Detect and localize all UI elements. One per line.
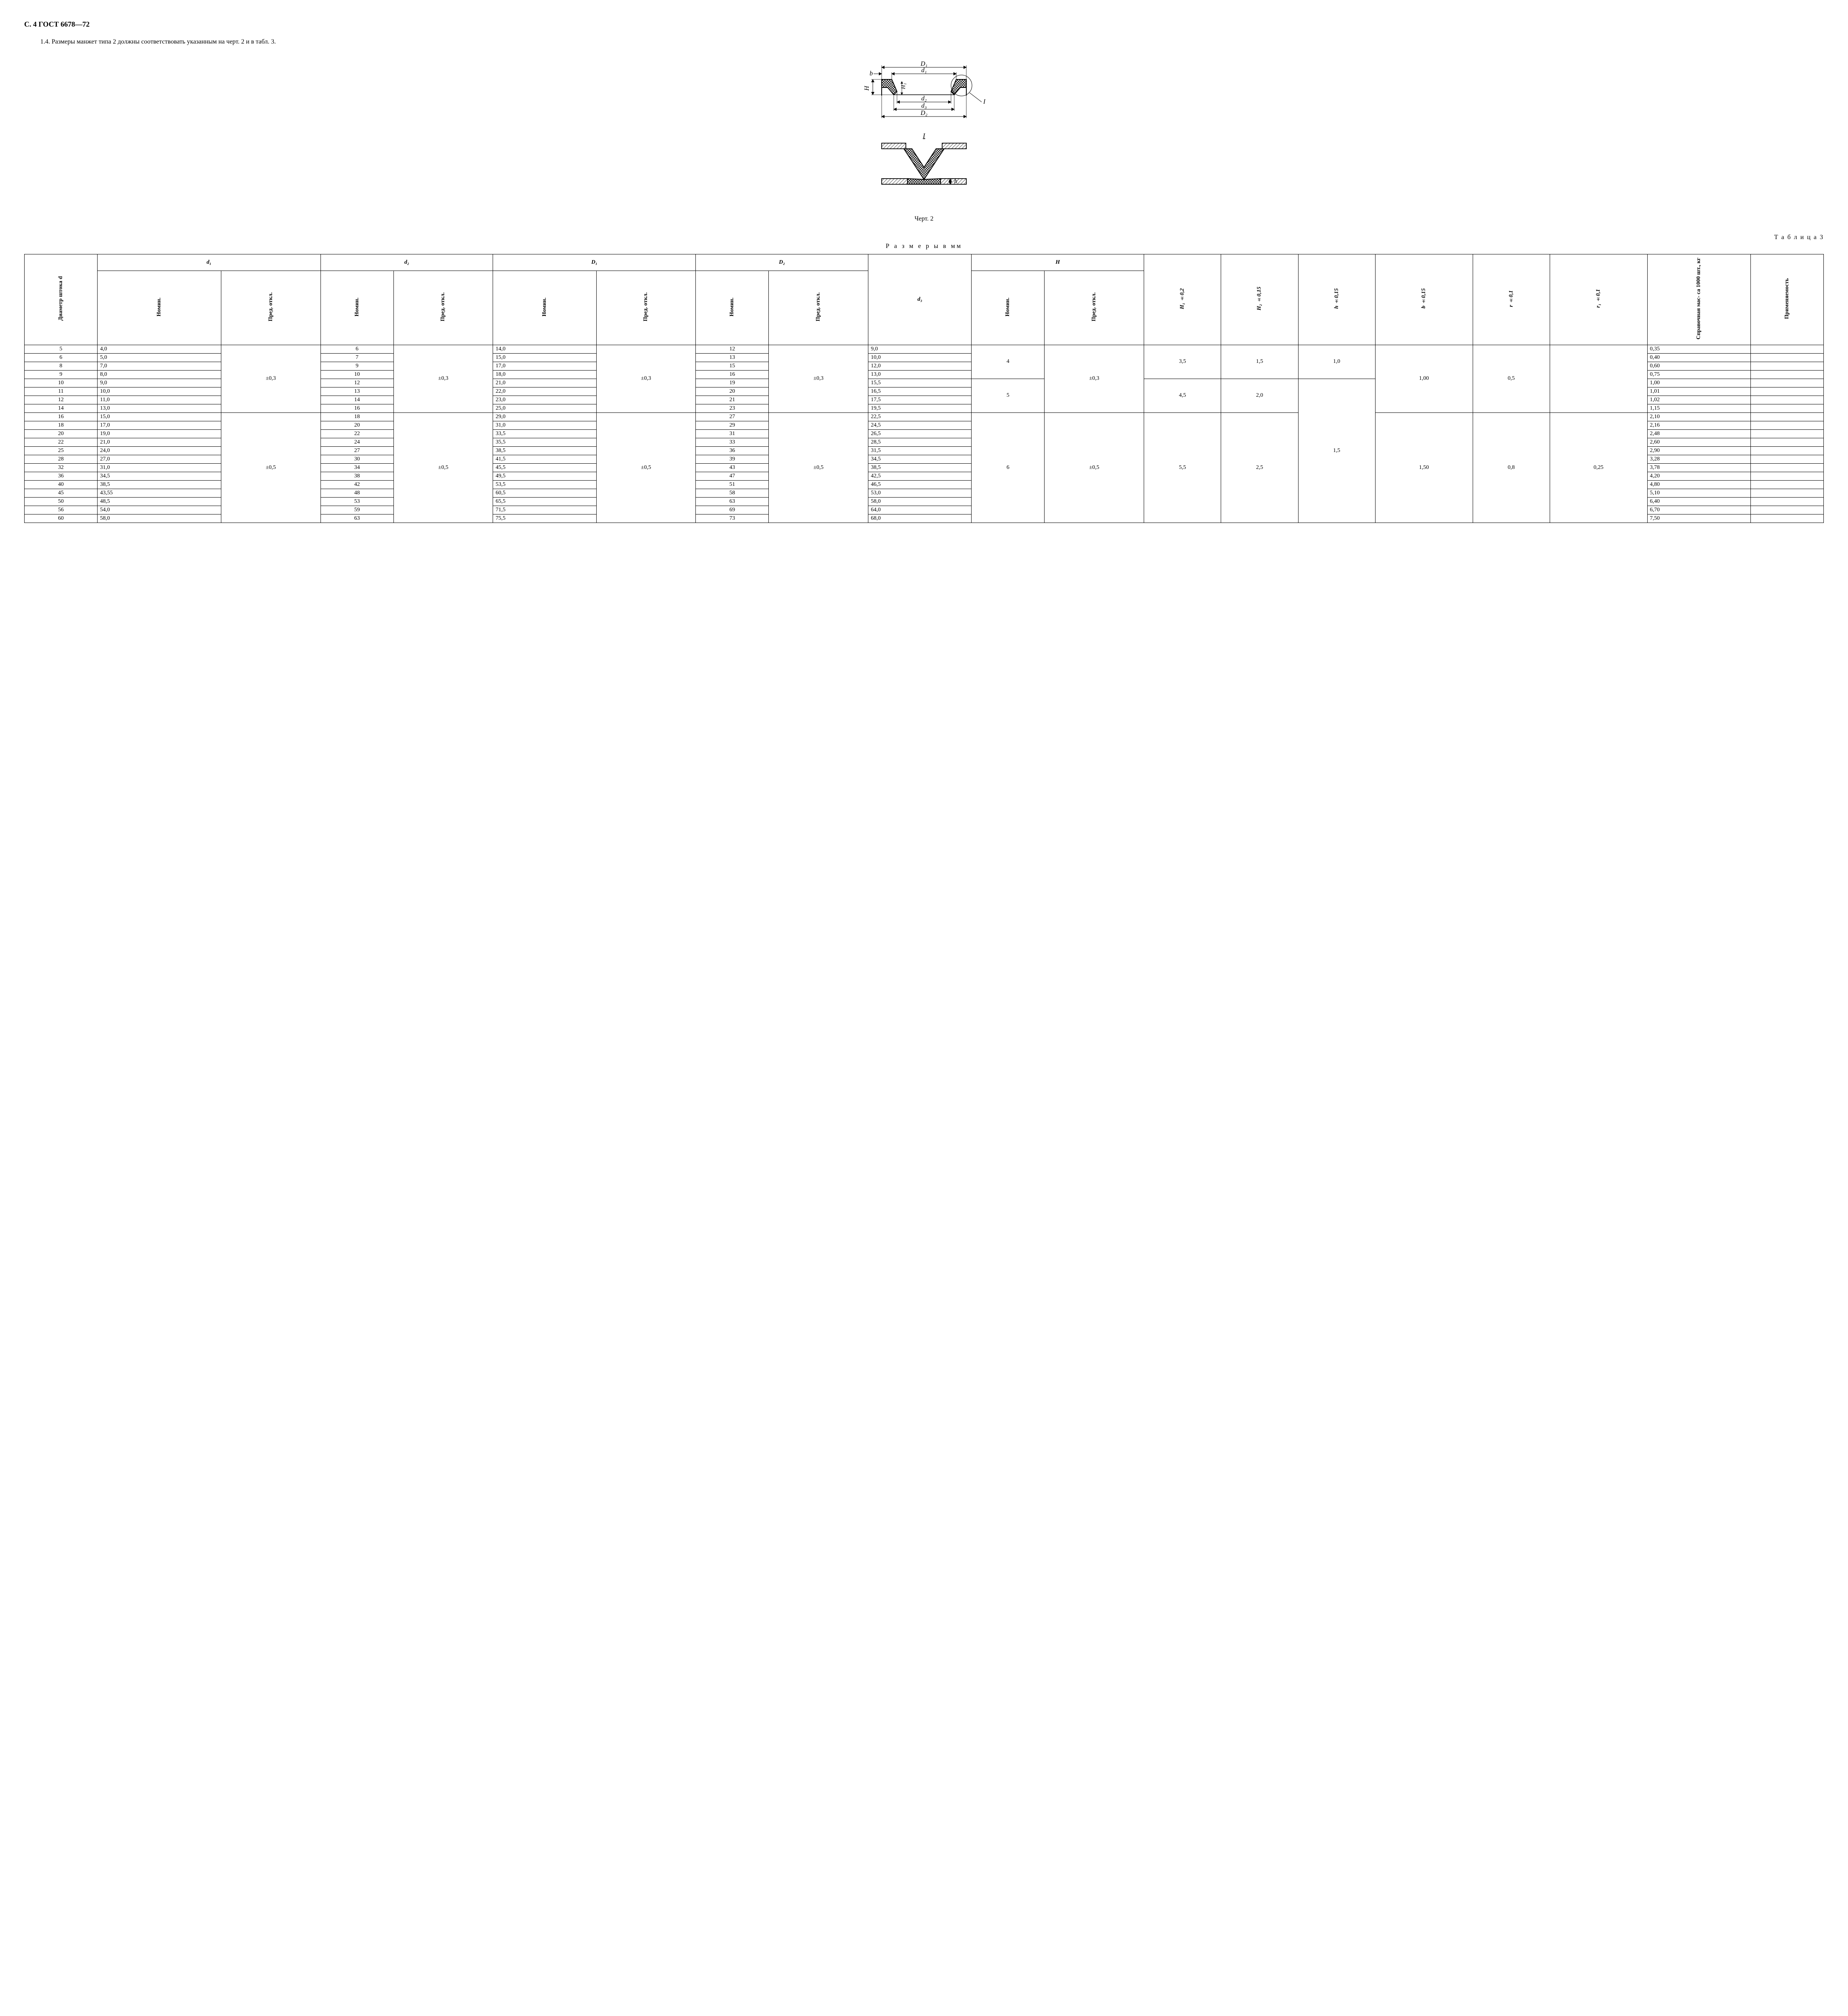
th-tol3: Пред. откл. (643, 290, 649, 324)
th-d1: d₁ (98, 254, 320, 271)
table-row: 1615,0±0,518±0,529,0±0,527±0,522,56±0,55… (25, 412, 1824, 421)
label-h: h (954, 178, 957, 185)
table-caption: Р а з м е р ы в мм (24, 243, 1824, 250)
th-D2: D₂ (696, 254, 868, 271)
paragraph-1-4: 1.4. Размеры манжет типа 2 должны соотве… (24, 38, 1824, 46)
label-I: I (983, 98, 986, 105)
label-H: H (864, 85, 870, 91)
table-3: Диаметр штока d d₁ d₂ D₁ D₂ d₃ H H₁ ±0,2… (24, 254, 1824, 523)
th-nom5: Номин. (1005, 295, 1011, 319)
th-h: h ±0,15 (1334, 286, 1340, 311)
th-D1: D₁ (493, 254, 696, 271)
th-tol4: Пред. откл. (815, 290, 822, 324)
th-r1: r₁ ±0,1 (1595, 287, 1602, 310)
th-d3: d₃ (868, 254, 972, 345)
th-apply: Применяемость (1784, 276, 1790, 321)
th-diam: Диаметр штока d (58, 274, 64, 323)
label-H1: H₁ (901, 83, 907, 90)
label-b: b (870, 70, 873, 77)
page-header: С. 4 ГОСТ 6678—72 (24, 20, 1824, 29)
th-nom1: Номин. (156, 295, 162, 319)
th-mass: Справочная мас- са 1000 шт., кг (1696, 255, 1702, 342)
th-H1: H₁ ±0,2 (1179, 286, 1186, 312)
th-H2: H₂ ±0,15 (1256, 284, 1263, 313)
th-H: H (972, 254, 1144, 271)
th-b: b ±0,15 (1421, 286, 1427, 311)
table-label: Т а б л и ц а 3 (24, 234, 1824, 241)
th-nom2: Номин. (354, 295, 360, 319)
th-nom3: Номин. (541, 295, 548, 319)
th-tol5: Пред. откл. (1091, 290, 1097, 324)
label-section-I: I (922, 132, 926, 140)
label-D2b: D₂ (920, 110, 928, 117)
figure-caption: Черт. 2 (24, 215, 1824, 223)
figure-2: I D₁ d₁ b H H₁ d₂ d₃ (24, 55, 1824, 223)
th-tol2: Пред. откл. (440, 290, 446, 324)
label-d2: d₂ (921, 95, 927, 102)
th-nom4: Номин. (729, 295, 735, 319)
th-tol1: Пред. откл. (268, 290, 274, 324)
table-row: 54,0±0,36±0,314,0±0,312±0,39,04±0,33,51,… (25, 345, 1824, 353)
label-d1: d₁ (921, 67, 927, 74)
th-r: r ±0,1 (1508, 288, 1515, 309)
label-D1: D₁ (920, 60, 927, 67)
th-d2: d₂ (320, 254, 493, 271)
label-d3: d₃ (921, 102, 927, 109)
